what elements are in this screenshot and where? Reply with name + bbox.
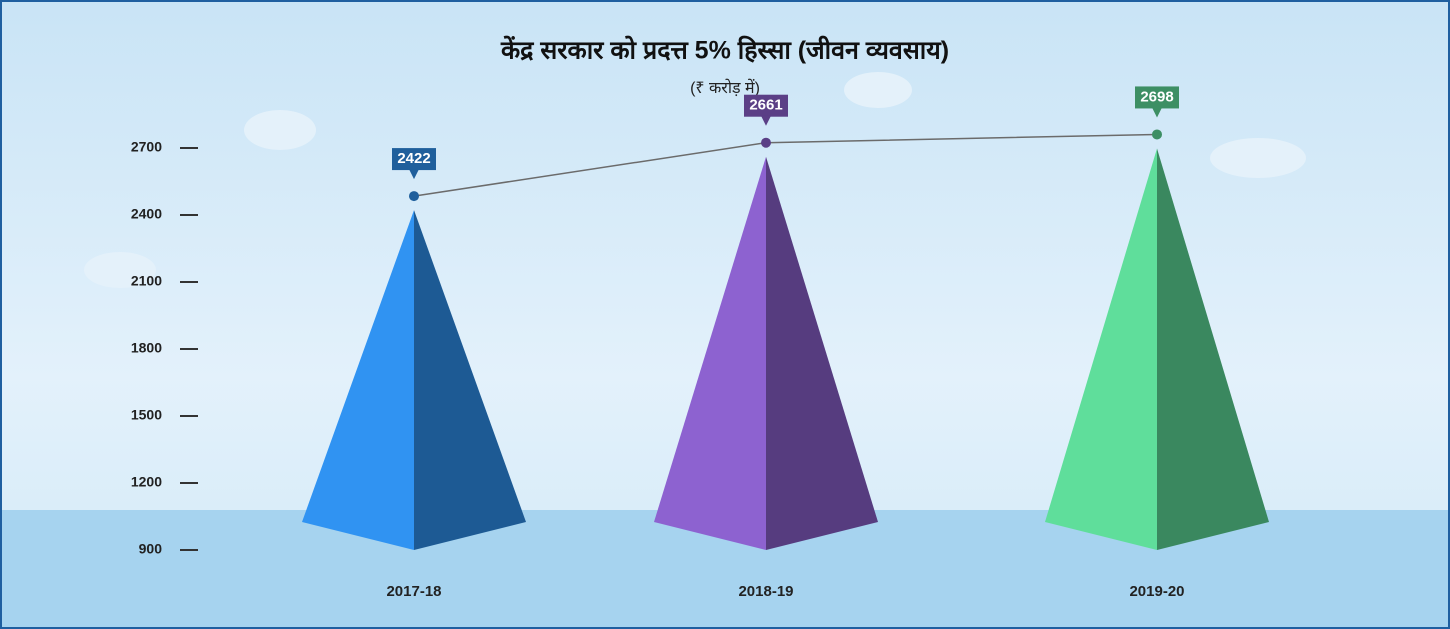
x-tick-label: 2017-18 [386, 583, 441, 600]
value-label-box [1135, 86, 1179, 109]
y-tick-label: 1200 [131, 474, 162, 490]
cloud [244, 110, 316, 150]
pyramid-left-face [1045, 148, 1157, 551]
cloud [844, 72, 912, 108]
x-tick-label: 2018-19 [738, 583, 793, 600]
y-tick-label: 1800 [131, 340, 162, 356]
cloud [84, 252, 156, 288]
pyramid-right-face [766, 156, 878, 550]
marker [409, 191, 419, 202]
y-tick-label: 2100 [131, 273, 162, 289]
y-tick-label: 1500 [131, 407, 162, 423]
chart-title: केंद्र सरकार को प्रदत्त 5% हिस्सा (जीवन … [500, 36, 949, 65]
x-tick-label: 2019-20 [1129, 583, 1184, 600]
y-tick-label: 2700 [131, 139, 162, 155]
pyramid-right-face [414, 210, 526, 550]
cloud [1210, 138, 1306, 178]
marker [761, 137, 771, 148]
chart-subtitle: (₹ करोड़ में) [690, 78, 760, 97]
value-label-pointer [1152, 107, 1162, 118]
y-tick-label: 2400 [131, 206, 162, 222]
pyramid-right-face [1157, 148, 1269, 551]
value-label-box [392, 148, 436, 171]
value-label: 2422 [397, 150, 430, 167]
value-label: 2661 [749, 97, 782, 114]
y-tick-label: 900 [139, 541, 163, 557]
marker [1152, 129, 1162, 140]
value-label-pointer [761, 115, 771, 126]
value-label: 2698 [1140, 88, 1173, 105]
pyramid-left-face [302, 210, 414, 550]
value-label-box [744, 94, 788, 117]
pyramid-left-face [654, 156, 766, 550]
value-label-pointer [409, 169, 419, 180]
